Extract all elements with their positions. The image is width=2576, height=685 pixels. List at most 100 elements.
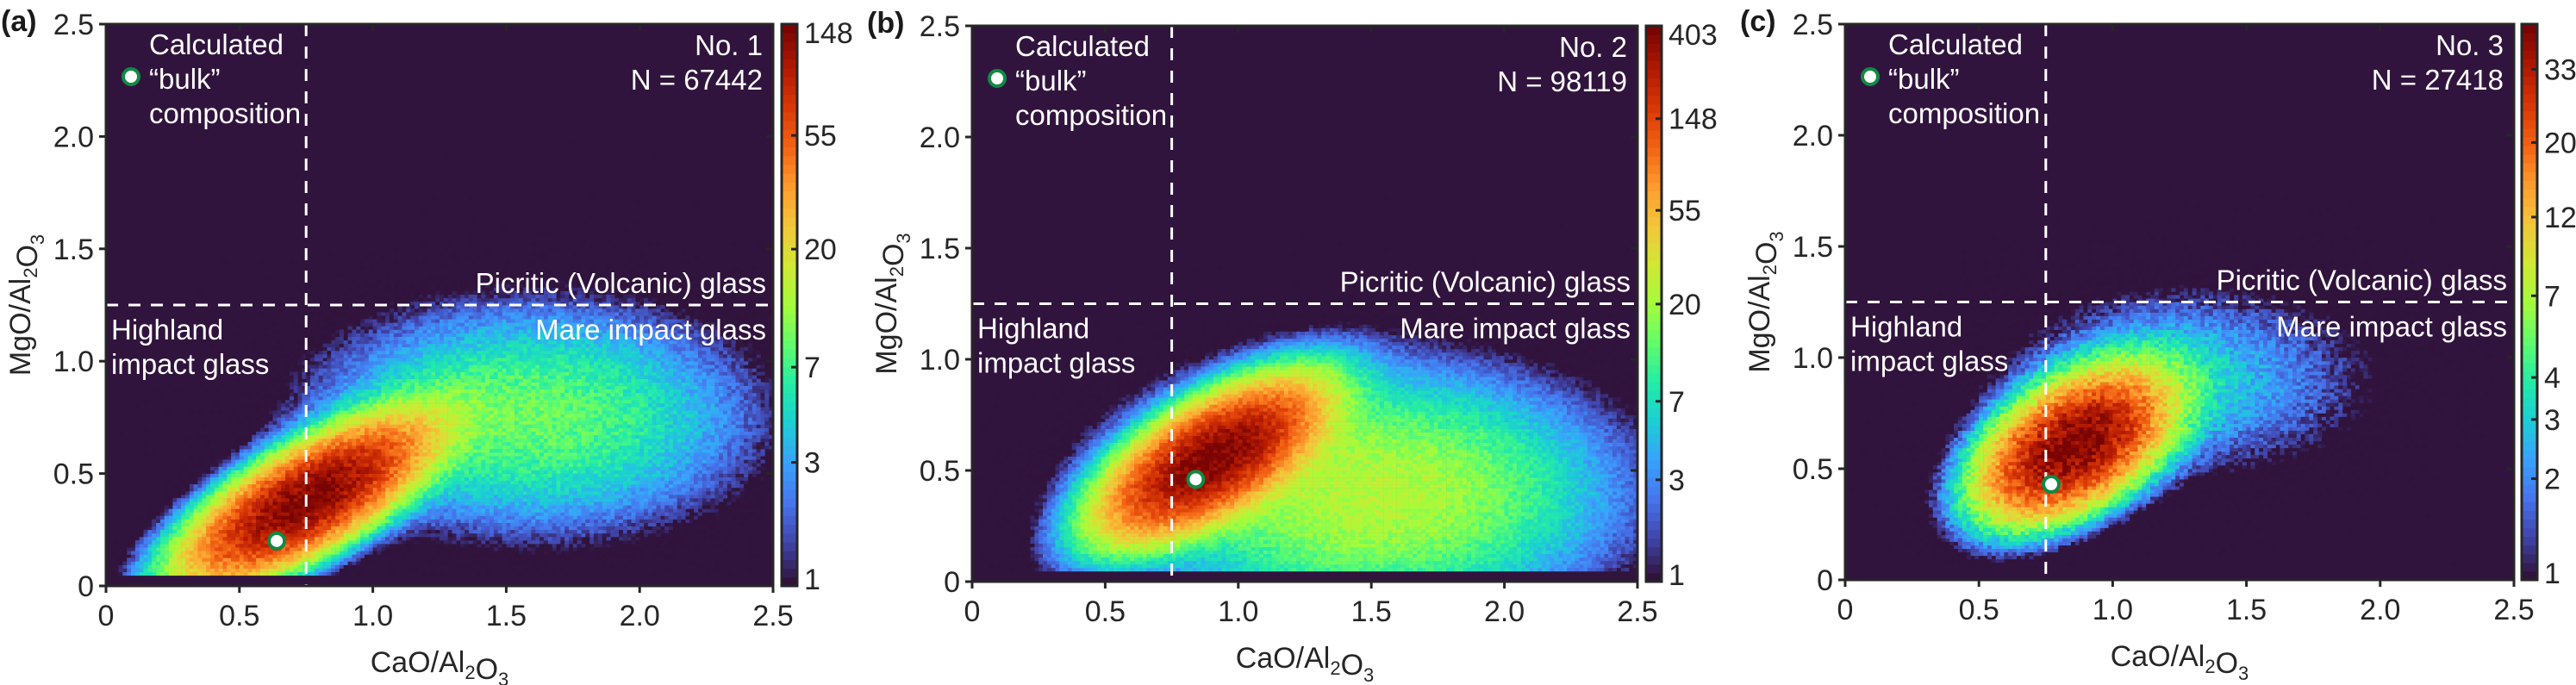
heatmap-cell (440, 336, 445, 341)
heatmap-cell (452, 473, 457, 477)
heatmap-cell (322, 540, 327, 545)
heatmap-cell (368, 361, 373, 365)
heatmap-cell (493, 312, 499, 316)
heatmap-cell (268, 476, 273, 482)
heatmap-cell (247, 495, 253, 499)
heatmap-cell (235, 420, 240, 425)
heatmap-cell (393, 487, 398, 492)
heatmap-cell (252, 561, 257, 565)
heatmap-cell (356, 410, 361, 414)
heatmap-cell (364, 501, 370, 506)
heatmap-cell (297, 537, 303, 541)
heatmap-cell (406, 375, 411, 379)
heatmap-cell (477, 351, 482, 355)
heatmap-cell (397, 385, 402, 390)
heatmap-cell (322, 508, 327, 513)
heatmap-cell (168, 540, 173, 545)
heatmap-cell (368, 508, 373, 513)
heatmap-cell (335, 273, 340, 277)
heatmap-cell (490, 463, 495, 467)
heatmap-cell (352, 529, 357, 534)
heatmap-cell (184, 487, 190, 492)
heatmap-cell (431, 339, 436, 345)
heatmap-cell (452, 255, 457, 260)
heatmap-cell (368, 526, 373, 531)
heatmap-cell (465, 515, 470, 520)
heatmap-cell (181, 537, 186, 541)
heatmap-cell (460, 532, 465, 538)
heatmap-cell (477, 326, 482, 330)
heatmap-cell (252, 456, 257, 460)
heatmap-cell (389, 466, 395, 470)
heatmap-cell (456, 512, 461, 516)
heatmap-cell (268, 414, 273, 418)
heatmap-cell (306, 403, 311, 408)
heatmap-cell (360, 308, 365, 313)
heatmap-cell (252, 529, 257, 534)
heatmap-cell (222, 515, 228, 520)
heatmap-cell (440, 351, 445, 355)
heatmap-cell (310, 382, 315, 386)
heatmap-cell (302, 473, 307, 477)
heatmap-cell (360, 424, 365, 428)
heatmap-cell (472, 336, 477, 341)
heatmap-cell (331, 354, 336, 358)
heatmap-cell (285, 424, 290, 428)
heatmap-cell (422, 505, 427, 509)
heatmap-cell (235, 519, 240, 523)
heatmap-cell (343, 375, 348, 379)
heatmap-cell (460, 537, 465, 541)
heatmap-cell (472, 519, 477, 523)
heatmap-cell (322, 389, 327, 394)
heatmap-cell (289, 410, 295, 414)
heatmap-cell (485, 564, 490, 569)
heatmap-cell (239, 544, 244, 548)
heatmap-cell (410, 449, 415, 453)
heatmap-cell (472, 424, 477, 428)
heatmap-cell (410, 537, 415, 541)
heatmap-cell (184, 568, 190, 572)
heatmap-cell (331, 544, 336, 548)
heatmap-cell (264, 410, 269, 414)
heatmap-cell (368, 476, 373, 482)
heatmap-cell (389, 371, 395, 376)
heatmap-cell (147, 564, 153, 569)
heatmap-cell (389, 312, 395, 316)
heatmap-cell (368, 392, 373, 397)
heatmap-cell (272, 452, 278, 457)
heatmap-cell (322, 512, 327, 516)
heatmap-cell (418, 495, 423, 499)
heatmap-cell (318, 522, 323, 526)
heatmap-cell (415, 459, 420, 464)
heatmap-cell (243, 519, 248, 523)
heatmap-cell (360, 459, 365, 464)
heatmap-cell (381, 354, 386, 358)
heatmap-cell (231, 480, 236, 485)
heatmap-cell (381, 480, 386, 485)
heatmap-cell (481, 470, 486, 474)
heatmap-cell (239, 452, 244, 457)
heatmap-cell (214, 526, 219, 531)
heatmap-cell (314, 466, 320, 470)
heatmap-cell (214, 557, 219, 562)
heatmap-cell (164, 557, 169, 562)
heatmap-cell (493, 480, 499, 485)
heatmap-cell (485, 315, 490, 320)
heatmap-cell (302, 508, 307, 513)
heatmap-cell (372, 400, 377, 404)
heatmap-cell (381, 417, 386, 421)
heatmap-cell (372, 368, 377, 372)
heatmap-cell (209, 456, 215, 460)
heatmap-cell (152, 519, 157, 523)
heatmap-cell (285, 508, 290, 513)
heatmap-cell (184, 554, 190, 558)
heatmap-cell (472, 466, 477, 470)
heatmap-cell (372, 512, 377, 516)
heatmap-cell (447, 358, 452, 362)
heatmap-cell (318, 544, 323, 548)
heatmap-cell (415, 385, 420, 390)
heatmap-cell (490, 470, 495, 474)
heatmap-cell (389, 452, 395, 457)
heatmap-cell (347, 297, 352, 302)
heatmap-cell (431, 473, 436, 477)
